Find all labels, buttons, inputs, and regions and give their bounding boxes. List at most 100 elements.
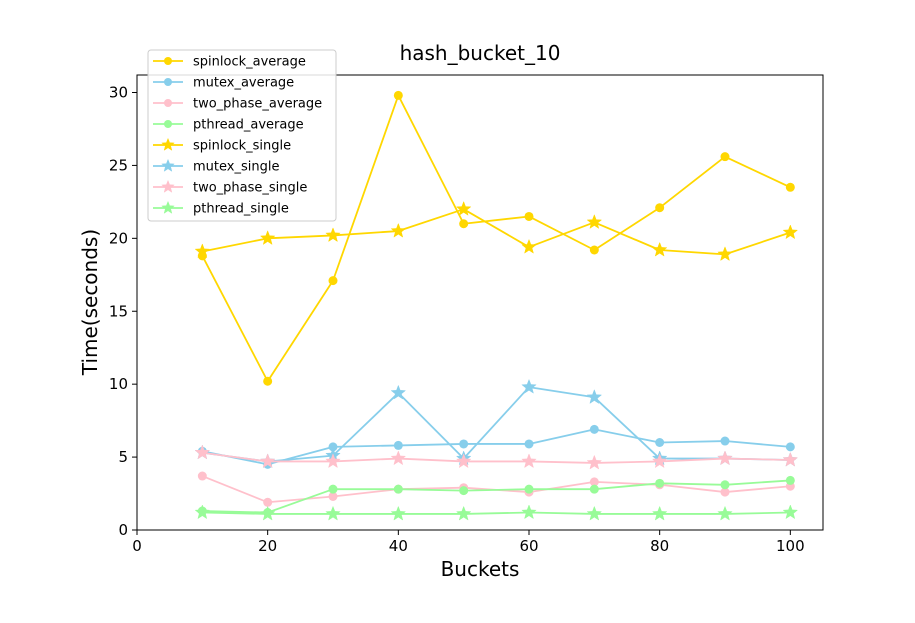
data-point <box>328 484 338 494</box>
data-point <box>390 505 407 521</box>
data-point <box>589 424 599 434</box>
data-point <box>524 484 534 494</box>
data-point <box>651 453 668 469</box>
legend-circle-marker <box>164 120 172 128</box>
legend-circle-marker <box>164 99 172 107</box>
data-point <box>521 453 537 469</box>
data-point <box>785 475 795 485</box>
data-point <box>325 505 341 521</box>
data-point <box>655 203 665 213</box>
data-point <box>455 200 472 216</box>
data-point <box>390 384 407 400</box>
chart-title: hash_bucket_10 <box>400 41 561 65</box>
data-point <box>328 276 338 286</box>
series-spinlock-single <box>194 200 799 262</box>
data-point <box>524 439 534 449</box>
series-line <box>202 428 791 466</box>
data-point <box>459 439 469 449</box>
data-point <box>259 505 276 521</box>
data-point <box>325 227 341 243</box>
y-tick-label: 10 <box>109 375 128 393</box>
legend-label: spinlock_single <box>193 139 291 154</box>
data-point <box>717 505 733 521</box>
data-point <box>259 230 276 245</box>
x-axis-label: Buckets <box>441 557 520 581</box>
legend-star-marker <box>161 137 175 151</box>
data-point <box>782 451 799 467</box>
y-tick-label: 0 <box>118 521 128 539</box>
data-point <box>586 389 603 404</box>
data-point <box>651 241 668 257</box>
legend-label: two_phase_single <box>193 181 307 196</box>
data-point <box>521 504 537 520</box>
series-line <box>202 386 791 463</box>
legend-star-marker <box>161 158 175 172</box>
legend-label: mutex_single <box>193 160 279 175</box>
legend-label: pthread_average <box>193 118 304 133</box>
legend: spinlock_average mutex_average two_phase_a… <box>147 49 337 222</box>
y-tick-label: 15 <box>109 302 128 320</box>
data-point <box>459 486 469 496</box>
data-point <box>720 436 730 446</box>
x-tick-label: 60 <box>519 537 538 555</box>
legend-box <box>147 49 337 222</box>
data-point <box>782 224 799 240</box>
legend-circle-marker <box>164 78 172 86</box>
data-point <box>521 378 537 394</box>
legend-item: spinlock_single <box>153 137 291 154</box>
y-tick-label: 5 <box>118 448 128 466</box>
data-point <box>393 440 403 450</box>
series-two-phase-single <box>194 444 799 470</box>
data-point <box>720 480 730 490</box>
data-point <box>328 491 338 501</box>
legend-item: two_phase_average <box>153 97 322 112</box>
data-point <box>586 454 603 470</box>
x-tick-label: 40 <box>389 537 408 555</box>
x-tick-label: 80 <box>650 537 669 555</box>
data-point <box>785 442 795 452</box>
data-point <box>589 245 599 255</box>
legend-star-marker <box>161 179 175 193</box>
legend-item: mutex_single <box>153 158 279 175</box>
x-tick-label: 100 <box>776 537 805 555</box>
data-point <box>325 453 341 469</box>
data-point <box>717 450 733 466</box>
data-point <box>194 444 211 460</box>
data-point <box>263 497 273 507</box>
series-line <box>201 94 791 383</box>
legend-label: pthread_single <box>193 202 289 217</box>
data-point <box>717 246 733 262</box>
legend-item: pthread_average <box>153 118 304 133</box>
legend-item: mutex_average <box>153 76 294 91</box>
data-point <box>586 505 603 521</box>
data-point <box>655 438 665 447</box>
legend-label: mutex_average <box>193 76 294 91</box>
legend-label: two_phase_average <box>193 97 322 112</box>
data-point <box>390 450 407 466</box>
data-point <box>393 90 403 100</box>
data-point <box>589 477 599 487</box>
data-point <box>586 214 603 229</box>
legend-item: pthread_single <box>153 200 289 217</box>
series-line <box>202 208 791 256</box>
data-point <box>720 487 730 497</box>
plot-area <box>136 74 824 531</box>
x-tick-label: 20 <box>258 537 277 555</box>
data-point <box>655 478 665 488</box>
series-pthread-average <box>197 475 795 517</box>
series-line <box>202 451 791 464</box>
data-point <box>720 152 730 162</box>
data-point <box>194 243 211 259</box>
data-point <box>782 504 799 520</box>
y-tick-label: 20 <box>109 229 128 247</box>
data-point <box>259 453 276 469</box>
series-mutex-average <box>197 424 795 469</box>
data-point <box>197 471 207 481</box>
axis-ticks: 0 20 40 60 80 100 0 5 10 15 20 25 30 <box>109 84 805 556</box>
y-axis-label: Time(seconds) <box>78 229 102 376</box>
series-line <box>202 511 791 515</box>
y-tick-label: 30 <box>109 84 128 102</box>
data-point <box>459 219 469 229</box>
series-pthread-single <box>194 504 799 521</box>
legend-label: spinlock_average <box>193 55 306 70</box>
